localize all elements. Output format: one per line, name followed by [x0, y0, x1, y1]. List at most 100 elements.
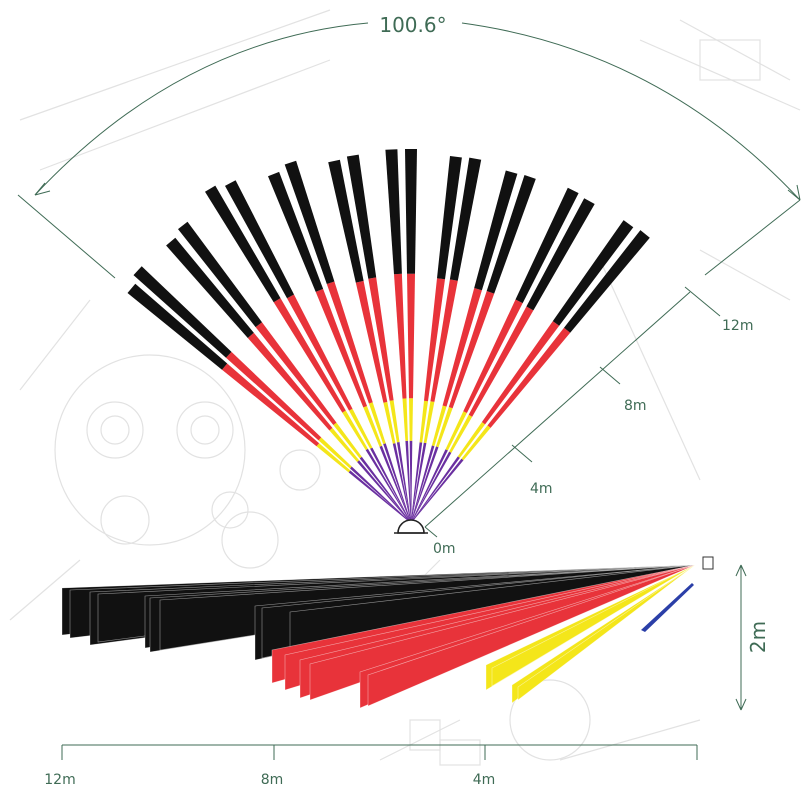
beam-8-red-zone — [326, 281, 373, 404]
beam-14-red-zone — [430, 279, 458, 402]
beam-3-yellow-zone — [329, 427, 360, 462]
beam-13-yellow-zone — [419, 400, 428, 443]
range-label-12m: 12m — [722, 318, 753, 334]
beam-19-purple-zone — [410, 456, 460, 524]
side-blue-beam — [641, 583, 694, 632]
beam-9-black-zone — [328, 159, 364, 283]
beam-13-purple-zone — [410, 442, 423, 523]
beam-19-red-zone — [481, 321, 560, 425]
beam-11-black-zone — [385, 149, 402, 275]
beam-5-yellow-zone — [342, 410, 368, 451]
beam-2-yellow-zone — [318, 437, 352, 469]
beam-2-black-zone — [133, 266, 232, 358]
beam-7-purple-zone — [379, 445, 412, 524]
beam-17-purple-zone — [410, 449, 448, 524]
beam-15-purple-zone — [410, 445, 435, 524]
beam-10-yellow-zone — [389, 400, 400, 443]
beam-13-black-zone — [437, 156, 462, 280]
background-technical-drawing — [9, 9, 801, 766]
beam-9-red-zone — [355, 280, 388, 403]
beam-2-red-zone — [226, 351, 322, 441]
beam-15-red-zone — [442, 288, 482, 407]
angle-extension-line-left — [17, 194, 116, 279]
beam-12-purple-zone — [409, 440, 413, 523]
beam-14-yellow-zone — [423, 401, 435, 444]
beam-10-red-zone — [368, 277, 394, 401]
beam-15-black-zone — [474, 170, 518, 291]
beam-20-red-zone — [487, 327, 571, 428]
sensor-top-view-icon — [394, 519, 428, 534]
scale-label-12m: 12m — [44, 772, 75, 788]
beam-10-black-zone — [346, 154, 377, 279]
beam-1-black-zone — [127, 283, 228, 370]
height-arrow-down-icon — [735, 698, 747, 711]
beam-18-yellow-zone — [449, 414, 473, 453]
beam-6-yellow-zone — [349, 408, 373, 449]
range-label-0m: 0m — [433, 541, 456, 557]
height-label: 2m — [746, 621, 770, 653]
beam-16-black-zone — [486, 175, 536, 294]
beam-14-purple-zone — [410, 442, 427, 523]
beam-5-black-zone — [205, 185, 281, 303]
beam-4-purple-zone — [359, 456, 412, 524]
range-scale-line — [424, 286, 721, 538]
beam-14-black-zone — [449, 157, 482, 281]
arrow-head-right-icon — [787, 184, 801, 201]
beam-19-yellow-zone — [457, 422, 486, 458]
beam-8-black-zone — [284, 160, 335, 284]
side-red-beam-6 — [367, 564, 696, 707]
beam-7-red-zone — [315, 288, 367, 408]
sensor-side-view-icon — [702, 556, 714, 570]
beam-5-red-zone — [273, 298, 346, 413]
top-view-beam-fan — [127, 149, 650, 524]
beam-3-black-zone — [166, 237, 254, 338]
beam-5-purple-zone — [365, 448, 412, 524]
range-label-8m: 8m — [624, 398, 647, 414]
beam-3-red-zone — [247, 332, 333, 431]
height-annotation — [735, 564, 747, 711]
beam-18-red-zone — [468, 306, 534, 417]
angle-arc-right — [461, 22, 801, 201]
beam-6-black-zone — [225, 180, 294, 299]
beam-10-purple-zone — [396, 442, 412, 523]
beam-11-yellow-zone — [402, 398, 408, 441]
beam-19-black-zone — [552, 220, 634, 326]
beam-16-purple-zone — [410, 446, 439, 524]
side-yellow-beam-4 — [517, 564, 696, 701]
beam-16-yellow-zone — [436, 407, 453, 448]
side-yellow-beam-2 — [491, 564, 696, 687]
beam-15-yellow-zone — [431, 405, 447, 447]
beam-1-purple-zone — [348, 470, 412, 524]
beam-1-red-zone — [222, 363, 320, 447]
scale-label-8m: 8m — [261, 772, 284, 788]
beam-11-purple-zone — [405, 440, 412, 523]
beam-17-black-zone — [515, 187, 579, 304]
beam-9-yellow-zone — [383, 401, 396, 444]
beam-9-purple-zone — [392, 443, 412, 524]
side-view-beams — [61, 564, 696, 709]
beam-4-yellow-zone — [333, 422, 362, 459]
beam-3-purple-zone — [357, 460, 412, 524]
beam-18-purple-zone — [410, 451, 452, 524]
beam-17-red-zone — [463, 299, 523, 413]
angle-extension-line-right — [704, 199, 801, 276]
beam-12-red-zone — [407, 273, 415, 399]
beam-12-yellow-zone — [409, 398, 413, 441]
beam-20-black-zone — [564, 230, 650, 333]
beam-16-red-zone — [448, 291, 495, 409]
beam-4-red-zone — [255, 322, 337, 425]
beam-18-black-zone — [526, 198, 595, 311]
beam-6-purple-zone — [370, 447, 412, 524]
beam-7-black-zone — [268, 171, 324, 292]
beam-20-purple-zone — [410, 458, 464, 524]
height-arrow-up-icon — [735, 564, 747, 577]
side-distance-scale — [61, 744, 698, 760]
beam-11-red-zone — [394, 273, 407, 399]
beam-20-yellow-zone — [461, 425, 491, 461]
angle-arc-left — [34, 22, 369, 196]
beam-4-black-zone — [178, 221, 262, 328]
beam-6-red-zone — [287, 294, 353, 411]
beam-13-red-zone — [424, 278, 445, 402]
scale-label-4m: 4m — [473, 772, 496, 788]
range-label-4m: 4m — [530, 481, 553, 497]
